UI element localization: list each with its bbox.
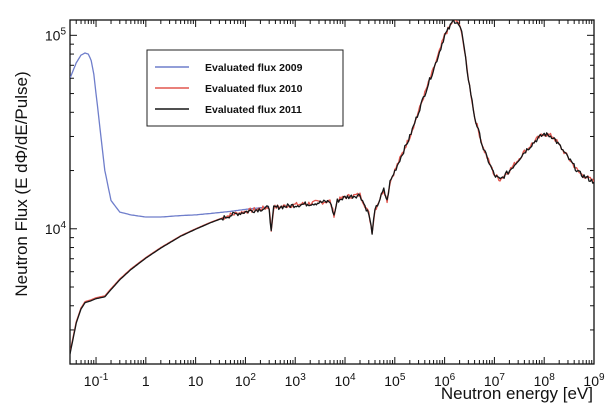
axes: 10-1 1 10 102 103 104 105 106 107 108 109 104 105 <box>45 20 605 389</box>
x-tick-label: 102 <box>235 372 257 389</box>
legend-label: Evaluated flux 2010 <box>205 83 303 95</box>
series-line-1 <box>70 52 270 218</box>
x-tick-label: 107 <box>484 372 506 389</box>
x-tick-label: 105 <box>384 372 406 389</box>
y-tick-label: 104 <box>45 220 67 237</box>
x-tick-label: 106 <box>434 372 456 389</box>
x-tick-label: 1 <box>142 373 150 389</box>
x-axis-title: Neutron energy [eV] <box>441 384 593 403</box>
x-tick-label: 109 <box>583 372 605 389</box>
x-tick-label: 10-1 <box>84 372 109 389</box>
legend: Evaluated flux 2009 Evaluated flux 2010 Ev… <box>146 49 344 127</box>
series-lines <box>70 20 594 355</box>
legend-label: Evaluated flux 2011 <box>205 104 302 116</box>
legend-label: Evaluated flux 2009 <box>205 62 303 74</box>
y-axis-title: Neutron Flux (E dΦ/dE/Pulse) <box>12 71 31 296</box>
x-tick-label: 10 <box>188 373 204 389</box>
x-tick-label: 104 <box>334 372 356 389</box>
x-tick-label: 108 <box>534 372 556 389</box>
y-tick-label: 105 <box>45 26 67 43</box>
x-tick-label: 103 <box>285 372 307 389</box>
series-line-3 <box>70 20 594 355</box>
